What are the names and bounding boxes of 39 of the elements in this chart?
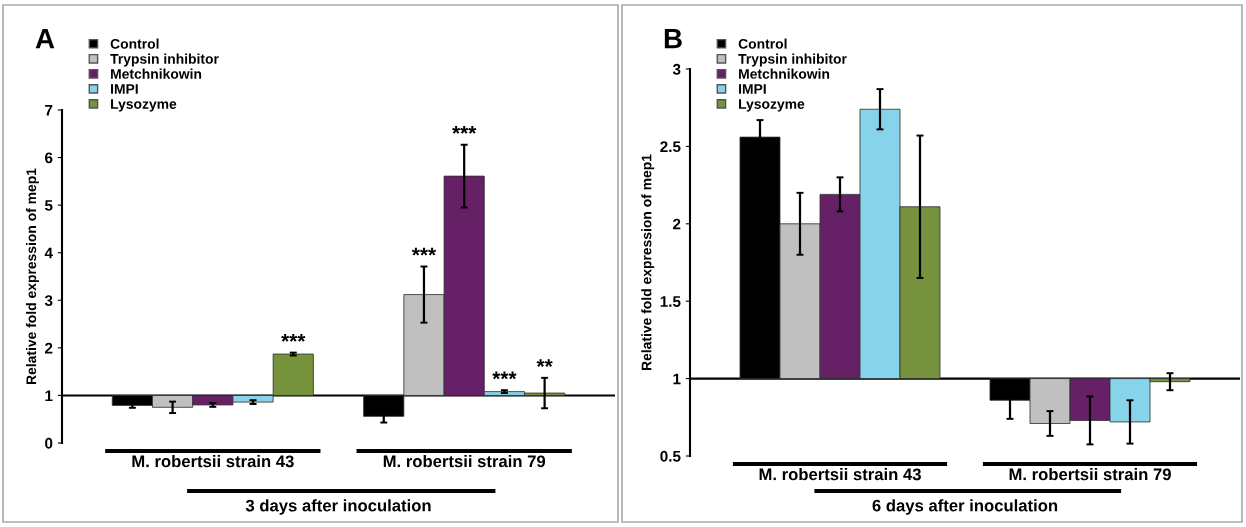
y-tick-label: 2: [45, 342, 53, 354]
y-tick-label: 0.5: [660, 450, 681, 462]
y-tick-label: 1.5: [660, 296, 681, 307]
y-tick-label: 2: [673, 218, 681, 230]
legend-label: IMPI: [739, 84, 766, 94]
annotation: ***: [492, 371, 517, 380]
chart-title: B: [664, 29, 682, 49]
y-tick-label: 7: [45, 105, 53, 116]
y-tick-label: 0: [45, 437, 53, 449]
y-tick-label: 3: [672, 63, 681, 75]
y-tick-label: 1: [45, 390, 53, 401]
legend-label: IMPI: [111, 84, 138, 94]
y-tick-label: 1: [673, 373, 681, 385]
annotation: ***: [452, 126, 477, 134]
legend-label: Metchnikowin: [111, 68, 202, 79]
x-tick-label: M. robertsii strain 79: [1009, 468, 1171, 481]
y-tick-label: 5: [44, 200, 53, 211]
y-axis-title: Relative fold expression of mep1: [641, 154, 655, 371]
x-tick-label: M. robertsii strain 43: [759, 468, 921, 481]
annotation: **: [536, 359, 553, 367]
y-tick-label: 6: [45, 152, 53, 164]
y-tick-label: 2.5: [660, 141, 681, 153]
x-tick-label: M. robertsii strain 43: [132, 455, 294, 468]
legend-label: Metchnikowin: [739, 68, 830, 79]
text: 6 days after inoculation: [872, 499, 1058, 515]
legend-label: Control: [110, 38, 159, 49]
y-tick-label: 3: [44, 295, 53, 306]
annotation: ***: [411, 247, 437, 256]
text: 3 days after inoculation: [245, 499, 431, 515]
legend-label: Trypsin inhibitor: [110, 53, 219, 67]
chart-title: A: [35, 29, 55, 49]
annotation: ***: [281, 333, 306, 342]
legend-label: Control: [738, 38, 787, 49]
x-tick-label: M. robertsii strain 79: [383, 455, 546, 468]
legend-label: Lysozyme: [739, 99, 805, 112]
legend-label: Trypsin inhibitor: [738, 53, 847, 67]
legend-label: Lysozyme: [111, 99, 177, 112]
y-tick-label: 4: [44, 247, 53, 259]
y-axis-title: Relative fold expression of mep1: [25, 168, 39, 385]
